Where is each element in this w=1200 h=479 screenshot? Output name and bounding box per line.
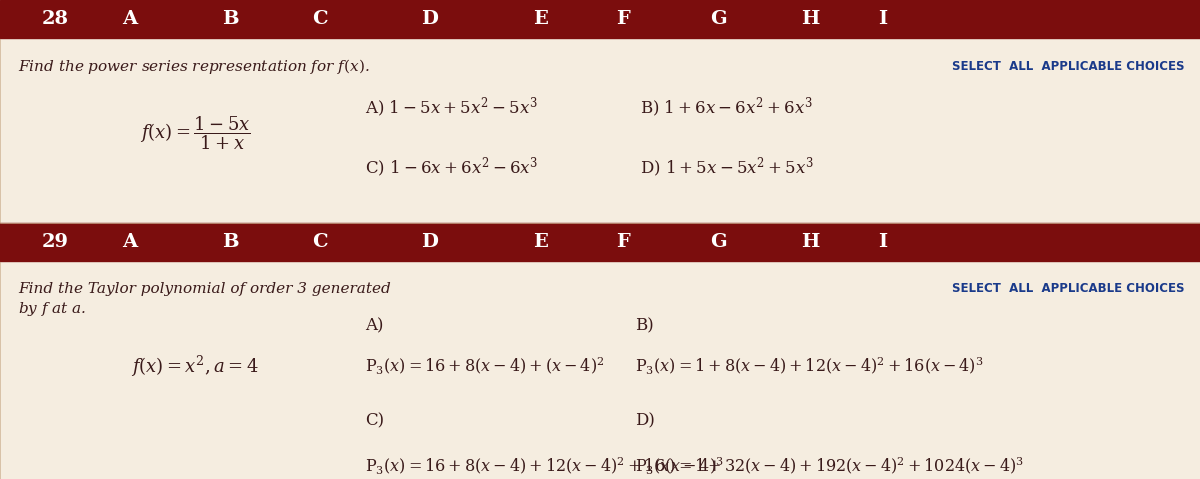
FancyBboxPatch shape [0,223,1200,261]
Text: D: D [421,233,438,251]
Text: D: D [421,10,438,28]
Text: $f(x) = \dfrac{1-5x}{1+x}$: $f(x) = \dfrac{1-5x}{1+x}$ [139,114,251,152]
Text: I: I [878,233,888,251]
Text: 29: 29 [42,233,68,251]
Text: H: H [800,10,820,28]
Text: $\mathrm{P}_3(x) = 16 + 8(x - 4) + 12(x - 4)^2 + 16(x - 4)^3$: $\mathrm{P}_3(x) = 16 + 8(x - 4) + 12(x … [365,456,724,477]
Text: $\mathrm{P}_3(x) = 16 + 8(x - 4) + (x - 4)^2$: $\mathrm{P}_3(x) = 16 + 8(x - 4) + (x - … [365,355,605,376]
Text: B: B [222,233,239,251]
Text: A: A [122,10,138,28]
Text: A): A) [365,318,384,334]
Text: Find the Taylor polynomial of order 3 generated: Find the Taylor polynomial of order 3 ge… [18,282,391,296]
Text: $\mathrm{P}_3(x) = 1 + 8(x - 4) + 12(x - 4)^2 + 16(x - 4)^3$: $\mathrm{P}_3(x) = 1 + 8(x - 4) + 12(x -… [635,355,984,376]
Text: F: F [616,233,630,251]
Text: F: F [616,10,630,28]
Text: C) $1 - 6x + 6x^2 - 6x^3$: C) $1 - 6x + 6x^2 - 6x^3$ [365,156,539,180]
Text: B) $1 + 6x - 6x^2 + 6x^3$: B) $1 + 6x - 6x^2 + 6x^3$ [640,96,812,120]
Text: C): C) [365,412,384,430]
Text: A: A [122,233,138,251]
Text: B: B [222,10,239,28]
Text: E: E [533,233,547,251]
Text: $f(x) = x^2, a = 4$: $f(x) = x^2, a = 4$ [131,354,259,378]
Text: D): D) [635,412,655,430]
Text: C: C [312,10,328,28]
Text: $\mathrm{P}_3(x) = 1 + 32(x - 4) + 192(x - 4)^2 + 1024(x - 4)^3$: $\mathrm{P}_3(x) = 1 + 32(x - 4) + 192(x… [635,456,1024,477]
Text: D) $1 + 5x - 5x^2 + 5x^3$: D) $1 + 5x - 5x^2 + 5x^3$ [640,156,814,180]
Text: E: E [533,10,547,28]
FancyBboxPatch shape [0,0,1200,38]
Text: by $f$ at $a$.: by $f$ at $a$. [18,300,86,318]
Text: G: G [709,10,726,28]
Text: H: H [800,233,820,251]
FancyBboxPatch shape [0,261,1200,479]
Text: G: G [709,233,726,251]
Text: 28: 28 [42,10,68,28]
Text: SELECT  ALL  APPLICABLE CHOICES: SELECT ALL APPLICABLE CHOICES [953,59,1186,72]
Text: A) $1 - 5x + 5x^2 - 5x^3$: A) $1 - 5x + 5x^2 - 5x^3$ [365,96,538,120]
Text: SELECT  ALL  APPLICABLE CHOICES: SELECT ALL APPLICABLE CHOICES [953,283,1186,296]
Text: B): B) [635,318,654,334]
FancyBboxPatch shape [0,38,1200,223]
Text: Find the power series representation for $f(x)$.: Find the power series representation for… [18,57,370,76]
Text: I: I [878,10,888,28]
Text: C: C [312,233,328,251]
